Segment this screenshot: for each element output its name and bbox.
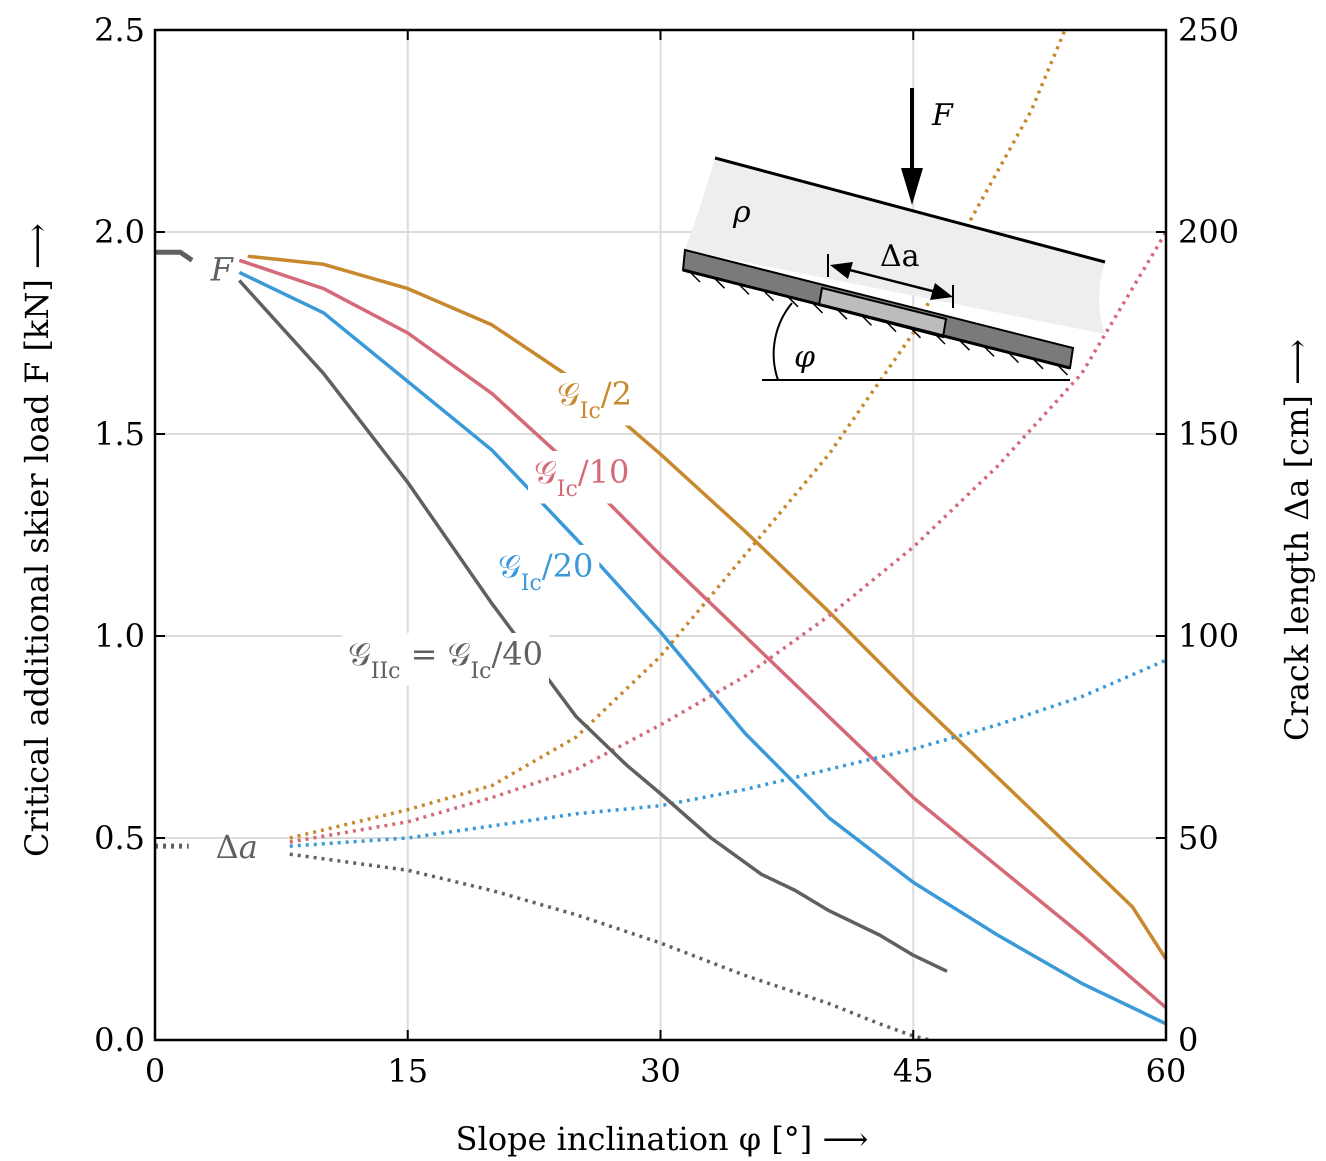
force-arrow-head xyxy=(901,168,923,205)
hatch-mark xyxy=(787,296,799,308)
hatch-mark xyxy=(860,314,873,326)
x-tick-label: 45 xyxy=(893,1052,934,1090)
crack-dim-line xyxy=(841,266,941,295)
y-left-tick-label: 1.5 xyxy=(94,415,145,453)
slab-body xyxy=(685,158,1105,334)
crack-curve-2 xyxy=(289,231,1168,844)
hatch-mark xyxy=(1032,358,1044,370)
slab-inset-diagram: F ρ Δa φ xyxy=(681,88,1106,381)
hatch-mark xyxy=(836,308,848,320)
series-label-background xyxy=(342,633,549,686)
load-curve-1 xyxy=(247,254,1168,961)
y-right-tick-label: 150 xyxy=(1178,415,1239,453)
series-label-background xyxy=(551,373,638,426)
load-curve-2 xyxy=(238,258,1168,1010)
force-curve-label: F xyxy=(210,250,235,288)
inset-force-label: F xyxy=(931,98,954,133)
y-right-tick-label: 50 xyxy=(1178,819,1219,857)
load-lead-stub xyxy=(155,249,194,263)
hatch-mark xyxy=(958,339,971,351)
hatch-mark xyxy=(983,345,995,357)
hatch-mark xyxy=(934,333,946,345)
series-label-background xyxy=(492,545,600,598)
crack-curve-label: Δa xyxy=(216,828,258,866)
angle-arc xyxy=(772,302,793,381)
series-label-background xyxy=(528,451,636,504)
hatch-mark xyxy=(713,277,726,289)
crack-dim-arrow-right xyxy=(930,283,953,300)
curves xyxy=(155,29,1168,1042)
y-left-tick-label: 0.0 xyxy=(94,1021,145,1059)
inset-angle-label: φ xyxy=(794,340,815,375)
y-right-tick-label: 0 xyxy=(1178,1021,1198,1059)
x-tick-label: 0 xyxy=(145,1052,165,1090)
load-curve-3 xyxy=(238,270,1167,1026)
ticks: 0 15 30 45 60 0.0 0.5 1.0 1.5 2.0 2.5 0 50 100 150 200 2… xyxy=(94,11,1239,1090)
y-left-tick-label: 2.0 xyxy=(94,213,145,251)
slab-bottom-edge xyxy=(682,268,1071,370)
y-left-tick-label: 0.5 xyxy=(94,819,145,857)
hatch-mark xyxy=(909,327,922,339)
y-right-tick-label: 200 xyxy=(1178,213,1239,251)
hatch-mark xyxy=(1007,352,1020,364)
x-tick-label: 15 xyxy=(387,1052,428,1090)
y-axis-left-title: Critical additional skier load F [kN] ⟶ xyxy=(18,223,56,857)
y-right-tick-label: 250 xyxy=(1178,11,1239,49)
load-curve-4 xyxy=(238,279,948,973)
hatch-mark xyxy=(762,290,775,302)
hatch-mark xyxy=(689,271,701,283)
crack-curve-4 xyxy=(289,852,931,1042)
x-axis-title: Slope inclination φ [°] ⟶ xyxy=(456,1120,869,1158)
crack-curve-3 xyxy=(289,658,1167,848)
grid xyxy=(154,29,1167,1041)
inset-density-label: ρ xyxy=(732,195,751,230)
hatch-mark xyxy=(885,321,897,333)
crack-curve-1 xyxy=(289,29,1067,840)
hatch-mark xyxy=(1056,364,1069,376)
crack-dim-arrow-left xyxy=(830,262,853,279)
y-left-tick-label: 1.0 xyxy=(94,617,145,655)
y-right-tick-label: 100 xyxy=(1178,617,1239,655)
x-tick-label: 60 xyxy=(1146,1052,1187,1090)
y-axis-right-title: Crack length Δa [cm] ⟶ xyxy=(1278,339,1316,741)
hatch-mark xyxy=(811,302,824,314)
inset-crack-label: Δa xyxy=(880,239,920,274)
y-left-tick-label: 2.5 xyxy=(94,11,145,49)
slab-top-edge xyxy=(714,156,1106,264)
ground-hatching xyxy=(689,271,1069,376)
x-tick-label: 30 xyxy=(640,1052,681,1090)
hatch-mark xyxy=(738,283,750,295)
